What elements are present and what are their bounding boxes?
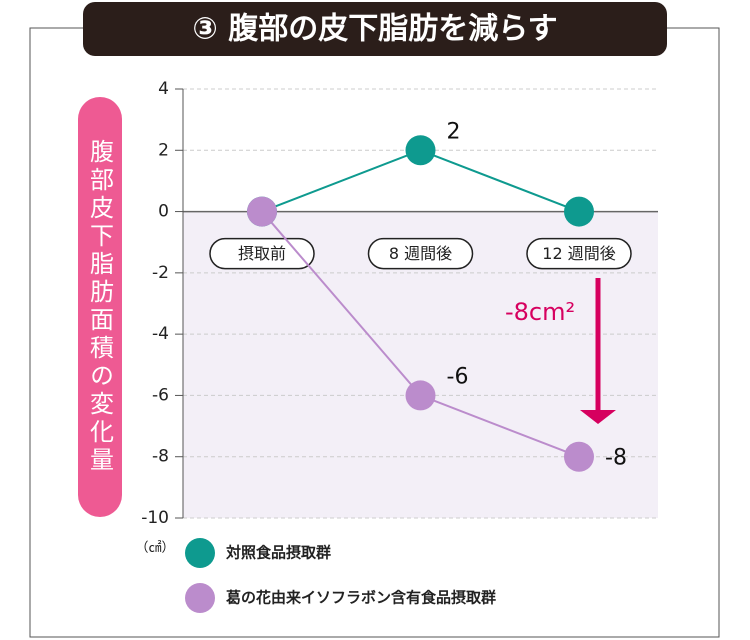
y-axis-label: 腹部皮下脂肪面積の変化量 [78,97,122,517]
legend-label: 葛の花由来イソフラボン含有食品摂取群 [225,589,496,607]
marker [564,196,594,227]
x-tick-label: 12 週間後 [542,244,615,263]
y-tick-label: -8 [152,447,169,467]
y-tick-label: -6 [152,385,169,405]
y-tick-label: 0 [158,202,169,222]
y-tick-label: -4 [152,324,169,344]
data-label: 2 [447,119,461,144]
y-tick-label: -2 [152,263,169,283]
x-tick-label: 摂取前 [238,244,286,263]
marker [247,196,277,227]
legend-marker [185,538,215,568]
annotation: -8cm² [505,298,575,326]
chart-title: ③ 腹部の皮下脂肪を減らす [192,12,557,47]
category-box [526,237,632,270]
legend-label: 対照食品摂取群 [225,544,331,562]
title-box [83,2,667,56]
y-tick-label: 2 [158,140,169,160]
y-tick-label: -10 [141,508,169,528]
category-box [367,237,474,270]
y-tick-label: 4 [158,79,169,99]
marker [564,441,594,472]
marker [405,135,436,166]
x-tick-label: 8 週間後 [389,244,452,263]
marker [405,380,436,411]
data-label: -8 [605,446,627,471]
category-box [209,237,315,270]
legend-marker [185,583,215,613]
arrow-head [580,410,616,424]
data-label: -6 [447,364,469,389]
y-unit: （㎠） [135,541,174,556]
